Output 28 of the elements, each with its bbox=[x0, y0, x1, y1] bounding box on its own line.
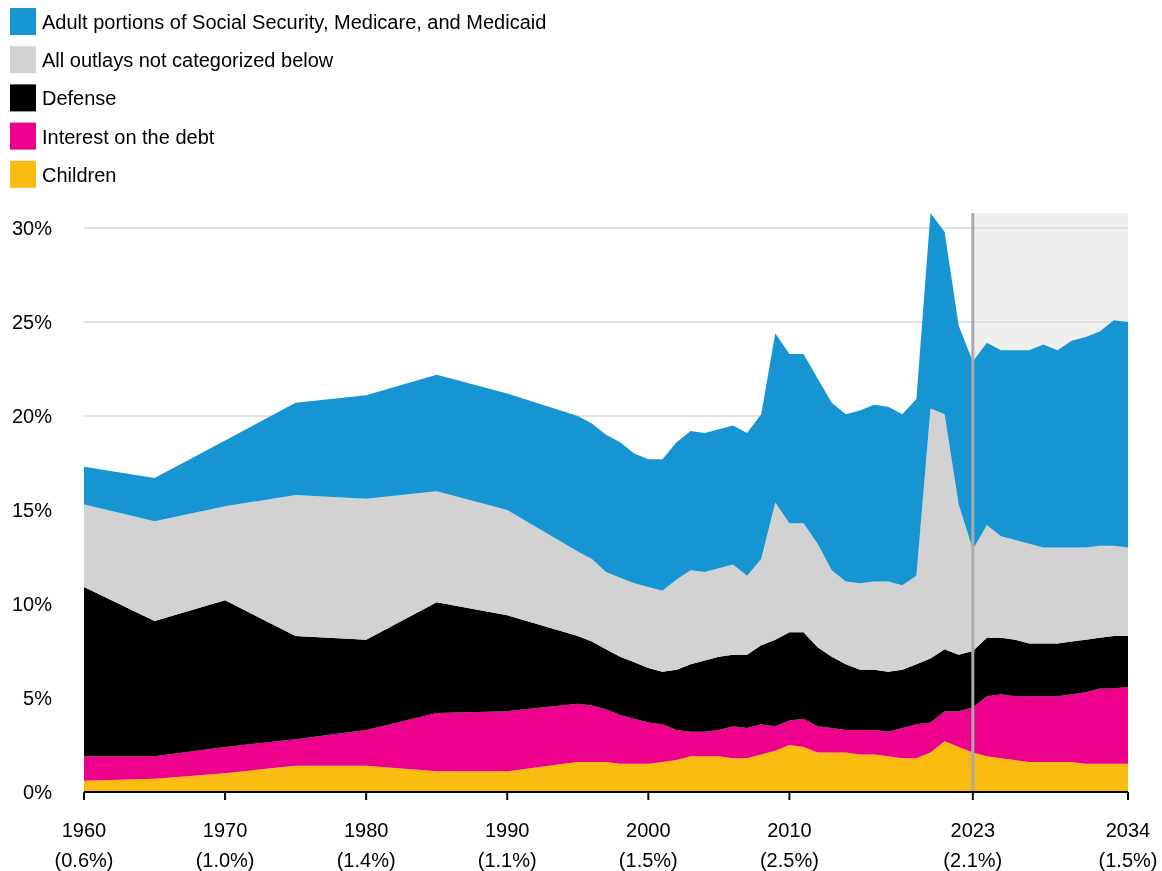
legend-label: Interest on the debt bbox=[42, 125, 215, 148]
x-tick-label: 2034 bbox=[1105, 819, 1151, 841]
text: (2.5%) bbox=[759, 849, 819, 871]
text: (1.0%) bbox=[195, 849, 255, 871]
y-tick-label: 30% bbox=[11, 217, 53, 240]
x-tick-label: 2010 bbox=[767, 819, 812, 841]
legend-label: Adult portions of Social Security, Medicare, and Medicaid bbox=[42, 11, 547, 33]
y-tick-label: 0% bbox=[23, 781, 53, 803]
y-tick-label: 25% bbox=[11, 311, 53, 334]
y-tick-label: 5% bbox=[23, 687, 53, 710]
text: (0.6%) bbox=[54, 849, 114, 871]
text: (1.4%) bbox=[336, 849, 396, 871]
y-tick-label: 15% bbox=[11, 499, 53, 522]
legend-label: Defense bbox=[42, 87, 117, 110]
x-tick-label: 2023 bbox=[950, 819, 996, 841]
y-tick-label: 20% bbox=[11, 405, 53, 428]
text: (1.5%) bbox=[618, 849, 678, 871]
text: (1.1%) bbox=[477, 849, 537, 871]
text: (2.1%) bbox=[943, 849, 1003, 871]
x-tick-label: 2000 bbox=[626, 819, 671, 841]
legend-label: Children bbox=[42, 163, 117, 186]
y-tick-label: 10% bbox=[11, 593, 53, 616]
x-tick-label: 1960 bbox=[61, 819, 107, 841]
text: (1.5%) bbox=[1098, 849, 1158, 871]
x-tick-label: 1970 bbox=[202, 819, 248, 841]
x-tick-label: 1980 bbox=[343, 819, 389, 841]
x-tick-label: 1990 bbox=[484, 819, 530, 841]
legend-label: All outlays not categorized below bbox=[42, 49, 334, 72]
